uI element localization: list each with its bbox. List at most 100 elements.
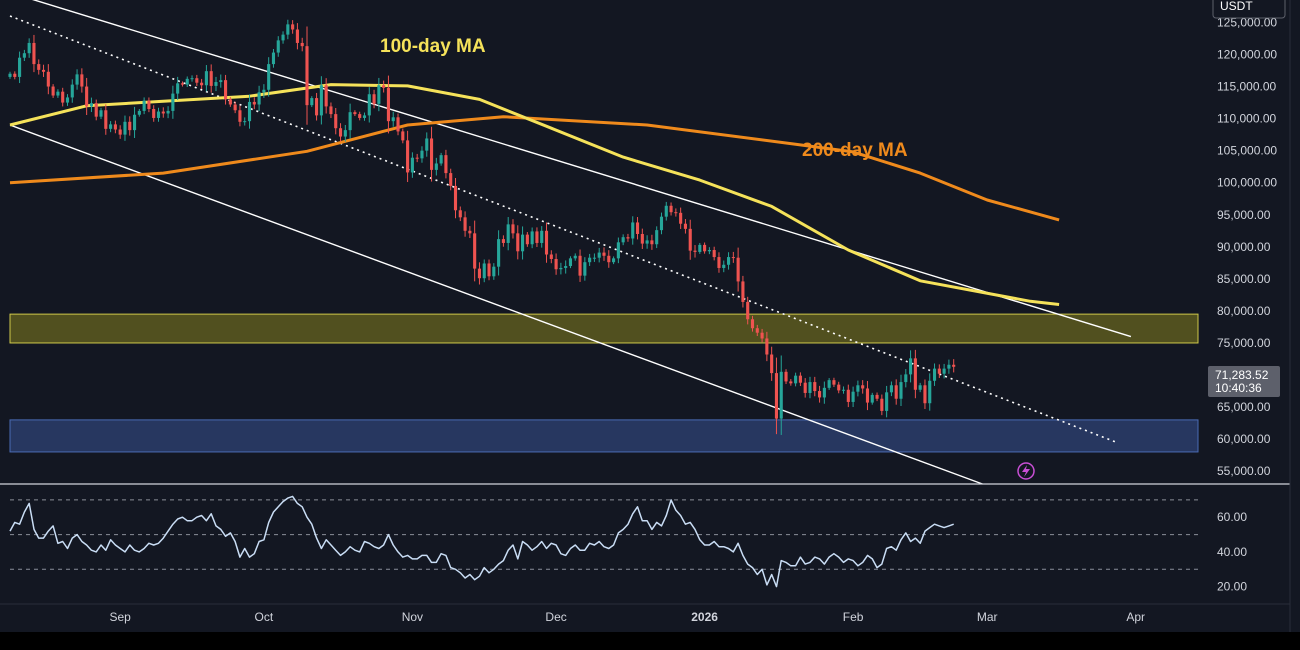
candle-body — [784, 371, 788, 382]
rsi-tick-label: 20.00 — [1217, 580, 1247, 594]
candle-body — [746, 301, 750, 320]
candle-body — [209, 71, 213, 86]
y-tick-label: 75,000.00 — [1217, 336, 1271, 350]
candle-body — [377, 85, 381, 104]
candle-body — [295, 29, 299, 43]
candle-body — [942, 368, 946, 374]
candle-body — [937, 368, 941, 374]
candle-body — [932, 368, 937, 381]
candle-body — [688, 228, 692, 251]
candle-body — [176, 83, 180, 94]
candle-body — [525, 234, 529, 245]
candle-body — [353, 112, 357, 115]
candle-body — [707, 250, 711, 252]
candle-body — [473, 233, 477, 269]
candle-body — [808, 382, 812, 393]
bottom-bar — [0, 632, 1300, 650]
y-tick-label: 60,000.00 — [1217, 432, 1271, 446]
candle-body — [818, 391, 822, 398]
candle-body — [693, 250, 697, 252]
candle-body — [348, 112, 352, 131]
zones-layer — [9, 313, 1199, 453]
candle-body — [760, 332, 764, 339]
x-axis-band — [0, 604, 1300, 634]
candle-body — [578, 255, 582, 276]
candle-body — [453, 185, 458, 211]
candle-body — [161, 111, 165, 114]
candle-body — [540, 230, 544, 243]
candle-body — [813, 382, 817, 392]
candle-body — [952, 364, 956, 367]
resistance-zone — [9, 313, 1199, 344]
y-tick-label: 105,000.00 — [1217, 144, 1277, 158]
x-tick-label: Feb — [843, 610, 864, 624]
candle-body — [913, 358, 917, 390]
candle-body — [113, 124, 117, 130]
candle-body — [219, 80, 223, 83]
candle-body — [137, 110, 141, 115]
candle-body — [588, 257, 592, 263]
lightning-icon[interactable] — [1017, 462, 1035, 480]
candle-body — [310, 98, 314, 106]
candle-body — [13, 73, 17, 77]
candle-body — [616, 242, 620, 259]
candle-body — [444, 155, 448, 174]
candle-body — [535, 231, 539, 243]
candle-body — [885, 392, 889, 411]
candle-body — [703, 244, 707, 252]
candles-layer — [8, 19, 956, 435]
candle-body — [779, 371, 783, 419]
candle-body — [85, 86, 89, 107]
candle-body — [741, 281, 745, 302]
candle-body — [343, 130, 347, 137]
y-tick-label: 85,000.00 — [1217, 272, 1271, 286]
upper-channel-trendline — [31, 0, 1132, 338]
candle-body — [200, 82, 204, 86]
candle-body — [32, 42, 36, 65]
candle-body — [755, 328, 759, 333]
candle-body — [640, 233, 644, 244]
candle-body — [564, 266, 568, 268]
candle-body — [252, 101, 256, 105]
candle-body — [420, 150, 424, 159]
candle-body — [736, 257, 740, 282]
candle-body — [56, 91, 60, 96]
candle-body — [267, 64, 271, 90]
candle-body — [224, 80, 228, 100]
candle-body — [602, 252, 606, 256]
candle-body — [827, 380, 831, 388]
candle-body — [841, 389, 846, 391]
trendlines-layer — [9, 0, 1132, 485]
candle-body — [300, 42, 304, 47]
candle-body — [123, 121, 127, 135]
candle-body — [722, 264, 726, 268]
y-tick-label: 125,000.00 — [1217, 15, 1277, 29]
candle-body — [487, 263, 491, 277]
candle-body — [257, 92, 261, 105]
candle-body — [434, 163, 438, 170]
candle-body — [664, 205, 668, 217]
candle-body — [382, 85, 386, 88]
candle-body — [51, 86, 55, 96]
y-tick-label: 95,000.00 — [1217, 208, 1271, 222]
candle-body — [104, 110, 108, 129]
y-tick-label: 120,000.00 — [1217, 47, 1277, 61]
candle-body — [846, 389, 850, 402]
candle-body — [429, 138, 434, 170]
candle-body — [621, 237, 625, 243]
candle-body — [856, 385, 860, 392]
candle-body — [156, 111, 161, 118]
candle-body — [228, 99, 232, 105]
candle-body — [286, 24, 290, 35]
candle-body — [362, 115, 367, 118]
rsi-tick-label: 40.00 — [1217, 545, 1247, 559]
candle-body — [8, 73, 12, 77]
candle-body — [530, 231, 534, 245]
candle-body — [334, 114, 338, 129]
candle-body — [233, 104, 237, 111]
candle-body — [152, 108, 156, 118]
candle-body — [650, 240, 654, 245]
